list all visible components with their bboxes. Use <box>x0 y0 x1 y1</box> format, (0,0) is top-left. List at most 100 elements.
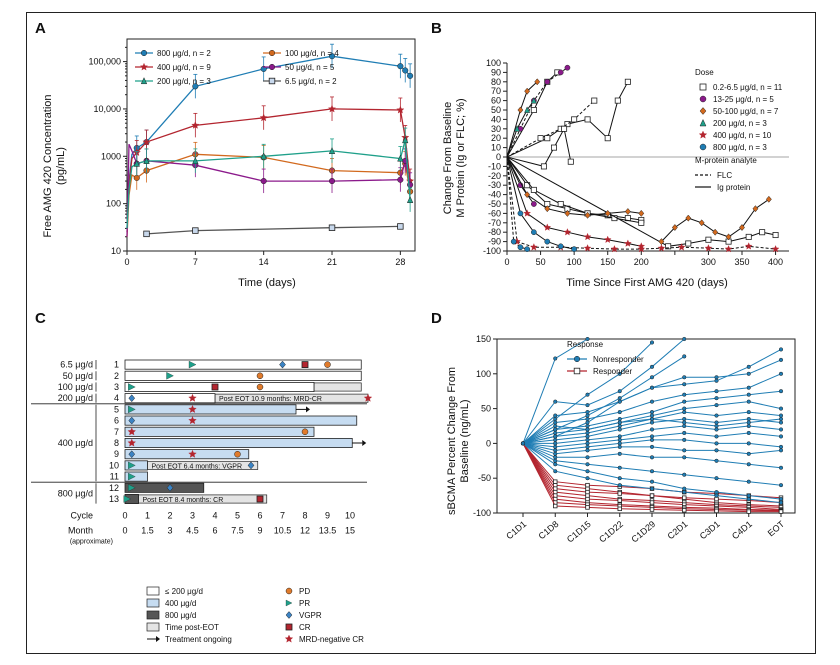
panel-c-legend-cr-label: CR <box>299 623 311 632</box>
panel-b-point <box>698 219 705 227</box>
panel-c-cycle-tick: 6 <box>257 511 262 521</box>
panel-c-mrdcr-marker <box>188 405 197 413</box>
panel-d-nonresponder-point <box>553 434 558 439</box>
panel-c-row-label: 4 <box>114 393 119 403</box>
panel-d-nonresponder-point <box>553 416 558 422</box>
panel-d-responder-point <box>649 507 655 512</box>
panel-d-nonresponder-point <box>553 427 558 432</box>
panel-d-xtick-label: C1D29 <box>629 519 657 545</box>
panel-d-responder-point <box>649 500 655 505</box>
panel-c-pd-marker <box>301 428 309 436</box>
panel-d-nonresponder-point <box>585 423 590 429</box>
panel-d-nonresponder-point <box>714 396 719 401</box>
panel-d-nonresponder-point <box>778 413 784 418</box>
panel-c-mrdcr-marker <box>188 449 197 458</box>
panel-a-legend-label: 400 μg/d, n = 9 <box>157 63 211 72</box>
panel-a-ylabel-line1: Free AMG 420 Concentration <box>42 94 54 237</box>
panel-d-nonresponder-point <box>714 458 719 463</box>
panel-b-series-line <box>506 156 642 221</box>
panel-c-group-label: 6.5 μg/d <box>60 360 93 370</box>
panel-d-xtick-label: C2D1 <box>665 519 689 541</box>
panel-b-point <box>524 106 531 113</box>
panel-b-series-line <box>506 156 528 250</box>
panel-d-nonresponder-point <box>553 458 558 463</box>
panel-c-post-eot-bar <box>313 382 362 392</box>
panel-b-xtick-label: 400 <box>768 257 783 267</box>
panel-c-treatment-bar <box>124 381 315 392</box>
panel-b-xtick-label: 150 <box>600 257 615 267</box>
panel-d-nonresponder-point <box>617 434 622 439</box>
panel-d-nonresponder-point <box>649 420 655 425</box>
panel-c-cycle-tick: 1 <box>145 511 150 521</box>
panel-d-nonresponder-point <box>520 441 526 446</box>
panel-d-responder-point <box>617 491 622 496</box>
panel-b-ytick-label: 30 <box>491 124 501 134</box>
panel-b-point <box>571 246 577 252</box>
panel-a: A 0 7 14 21 28 10 100 1000 10,000 100,000 Time (d… <box>35 20 416 289</box>
panel-b-point <box>571 116 578 123</box>
panel-c-cycle-tick: 2 <box>167 511 172 521</box>
panel-d-nonresponder-point <box>585 476 590 481</box>
panel-d-nonresponder-point <box>682 448 687 453</box>
panel-b-series-line <box>506 100 535 158</box>
panel-a-point <box>192 156 199 164</box>
panel-b-legend-marker <box>699 118 707 127</box>
panel-d-nonresponder-point <box>746 451 751 456</box>
panel-d-nonresponder-point <box>778 448 784 453</box>
panel-d-nonresponder-point <box>553 444 558 449</box>
panel-b-point <box>544 205 551 213</box>
panel-c-legend-vgpr-label: VGPR <box>299 611 322 620</box>
panel-b-legend-label: 0.2-6.5 μg/d, n = 11 <box>713 83 783 92</box>
panel-a-point <box>328 104 336 113</box>
panel-d-plot: 150 100 50 0 -50 -100 C1D1 C1D8 C1D15 C1D22 C1D29 C… <box>473 334 796 545</box>
panel-c-legend-le200-swatch <box>146 586 160 596</box>
panel-c-month-tick: 7.5 <box>231 526 244 536</box>
panel-d-nonresponder-point <box>585 469 590 474</box>
panel-b-point <box>561 125 568 132</box>
panel-b-point <box>524 87 531 95</box>
panel-c-row-label: 5 <box>114 404 119 414</box>
panel-d-nonresponder-point <box>746 497 751 502</box>
panel-d-nonresponder-point <box>682 472 687 477</box>
panel-d-responder-point <box>778 509 784 514</box>
panel-b-point <box>517 244 524 251</box>
panel-b-point <box>614 97 621 104</box>
panel-b-point <box>725 233 732 241</box>
panel-b-xtick-label: 200 <box>634 257 649 267</box>
panel-d-nonresponder-point <box>649 486 655 491</box>
panel-d-ylabel-line1: sBCMA Percent Change From <box>446 367 458 515</box>
figure-frame: A 0 7 14 21 28 10 100 1000 10,000 100,000 Time (d… <box>26 12 816 654</box>
panel-b-ytick-label: 60 <box>491 96 501 106</box>
panel-a-plot: 0 7 14 21 28 10 100 1000 10,000 100,000 <box>88 38 416 267</box>
panel-d-ytick-label: 50 <box>481 404 491 414</box>
panel-c-row-label: 7 <box>114 427 119 437</box>
panel-c-month-tick: 12 <box>300 526 310 536</box>
panel-d-xtick-label: C1D8 <box>536 519 560 541</box>
panel-d-ylabel-line2: Baseline (ng/mL) <box>459 399 471 482</box>
panel-b-point <box>610 245 619 253</box>
panel-a-xtick-label: 7 <box>193 257 198 267</box>
panel-d-nonresponder-point <box>617 423 622 429</box>
panel-c-label: C <box>35 310 46 327</box>
panel-c-post-eot-label: Post EOT 8.4 months: CR <box>143 497 224 504</box>
panel-b-point <box>524 191 531 199</box>
panel-c-row-label: 13 <box>109 494 119 504</box>
panel-b-point <box>624 239 632 247</box>
panel-c-cycle-tick: 8 <box>302 511 307 521</box>
panel-d-legend-marker <box>573 367 581 375</box>
panel-a-ytick-label: 10,000 <box>93 104 121 114</box>
panel-d-responder-point <box>617 498 622 503</box>
panel-b-legend-marker <box>699 143 707 151</box>
panel-a-xtick-label: 28 <box>395 257 405 267</box>
panel-b-ytick-label: 40 <box>491 114 501 124</box>
panel-b-point <box>604 135 611 142</box>
panel-d-nonresponder-point <box>617 420 622 425</box>
panel-b-point <box>517 106 524 114</box>
panel-d-nonresponder-point <box>617 441 622 446</box>
panel-d-nonresponder-point <box>746 420 751 425</box>
panel-c-month-tick: 9 <box>257 526 262 536</box>
panel-d-nonresponder-point <box>746 416 751 422</box>
panel-d-nonresponder-point <box>682 354 687 359</box>
panel-b-point <box>551 144 558 151</box>
